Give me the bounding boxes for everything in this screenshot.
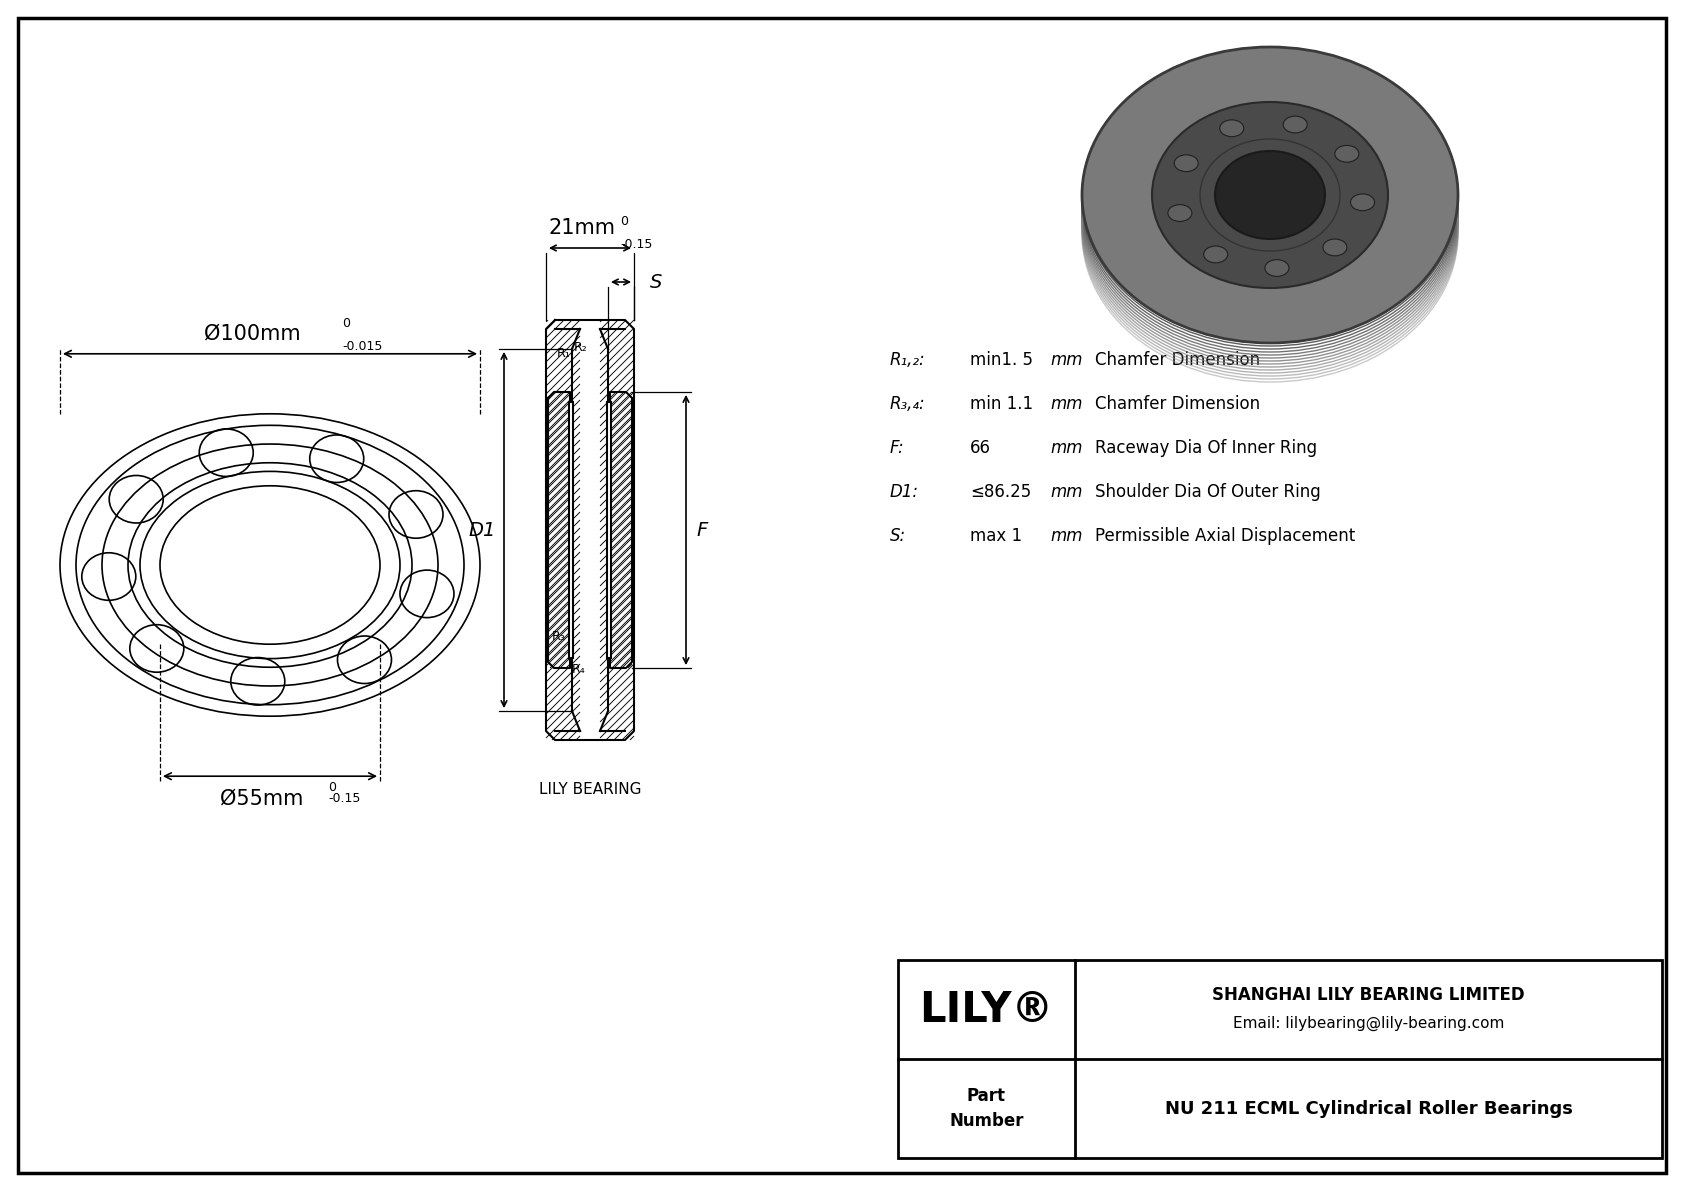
Text: Shoulder Dia Of Outer Ring: Shoulder Dia Of Outer Ring — [1095, 484, 1320, 501]
Text: NU 211 ECML Cylindrical Roller Bearings: NU 211 ECML Cylindrical Roller Bearings — [1165, 1099, 1573, 1117]
Text: R₄: R₄ — [573, 663, 586, 676]
Text: Email: lilybearing@lily-bearing.com: Email: lilybearing@lily-bearing.com — [1233, 1016, 1504, 1031]
Text: R₃: R₃ — [552, 630, 566, 643]
Text: -0.15: -0.15 — [620, 238, 652, 251]
Text: max 1: max 1 — [970, 526, 1022, 545]
Ellipse shape — [1219, 120, 1244, 137]
Text: D1: D1 — [468, 520, 497, 540]
Text: ≤86.25: ≤86.25 — [970, 484, 1031, 501]
Ellipse shape — [1283, 117, 1307, 133]
Ellipse shape — [1335, 145, 1359, 162]
Text: 66: 66 — [970, 439, 990, 457]
Ellipse shape — [1169, 205, 1192, 222]
Ellipse shape — [1265, 260, 1288, 276]
Ellipse shape — [1351, 194, 1374, 211]
Text: LILY®: LILY® — [919, 989, 1054, 1030]
Text: S: S — [650, 273, 662, 292]
Text: 0: 0 — [620, 216, 628, 227]
Text: 21mm: 21mm — [549, 218, 615, 238]
Text: mm: mm — [1051, 484, 1083, 501]
Text: Permissible Axial Displacement: Permissible Axial Displacement — [1095, 526, 1356, 545]
Ellipse shape — [1324, 239, 1347, 256]
Text: Chamfer Dimension: Chamfer Dimension — [1095, 351, 1260, 369]
Text: R₃,₄:: R₃,₄: — [891, 395, 926, 413]
Text: mm: mm — [1051, 526, 1083, 545]
Ellipse shape — [1174, 155, 1199, 172]
Bar — [606, 403, 611, 657]
Ellipse shape — [1083, 46, 1458, 343]
Text: min1. 5: min1. 5 — [970, 351, 1032, 369]
Text: R₁: R₁ — [556, 347, 569, 360]
Text: mm: mm — [1051, 351, 1083, 369]
Text: -0.15: -0.15 — [328, 792, 360, 805]
Text: Ø100mm: Ø100mm — [204, 324, 300, 344]
Text: LILY BEARING: LILY BEARING — [539, 782, 642, 797]
Text: Chamfer Dimension: Chamfer Dimension — [1095, 395, 1260, 413]
Text: min 1.1: min 1.1 — [970, 395, 1032, 413]
Text: F:: F: — [891, 439, 904, 457]
Text: SHANGHAI LILY BEARING LIMITED: SHANGHAI LILY BEARING LIMITED — [1212, 986, 1524, 1004]
Text: 0: 0 — [328, 781, 337, 794]
Ellipse shape — [1214, 151, 1325, 239]
Bar — [569, 403, 573, 657]
Text: F: F — [695, 520, 707, 540]
Text: S:: S: — [891, 526, 906, 545]
Ellipse shape — [1204, 247, 1228, 263]
Text: D1:: D1: — [891, 484, 919, 501]
Text: Ø55mm: Ø55mm — [221, 788, 303, 809]
Text: Raceway Dia Of Inner Ring: Raceway Dia Of Inner Ring — [1095, 439, 1317, 457]
Text: 0: 0 — [342, 317, 350, 330]
Text: R₁,₂:: R₁,₂: — [891, 351, 926, 369]
Ellipse shape — [1152, 102, 1388, 288]
Text: R₂: R₂ — [574, 341, 588, 354]
Text: mm: mm — [1051, 395, 1083, 413]
Text: -0.015: -0.015 — [342, 339, 382, 353]
Bar — [898, 960, 1662, 1158]
Text: Part
Number: Part Number — [950, 1087, 1024, 1130]
Text: mm: mm — [1051, 439, 1083, 457]
